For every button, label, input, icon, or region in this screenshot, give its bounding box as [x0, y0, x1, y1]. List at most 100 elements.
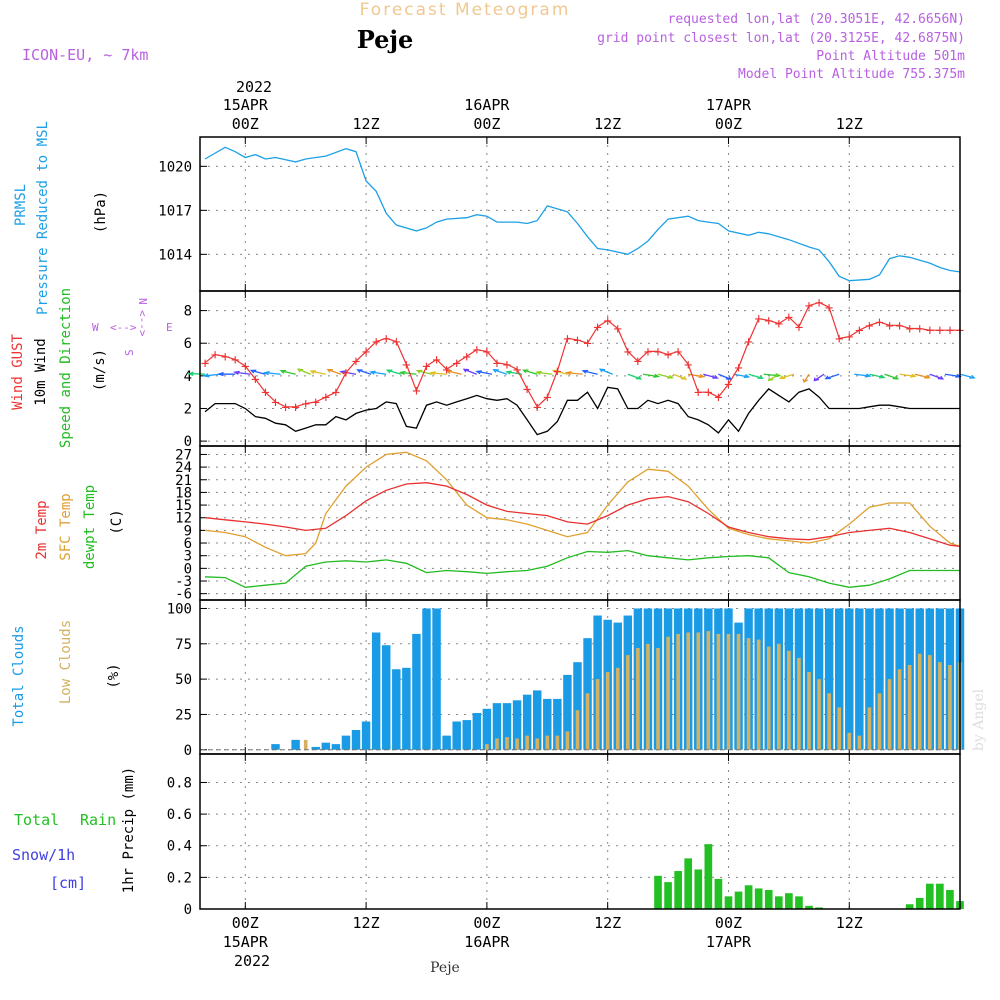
rain-bar	[734, 891, 743, 909]
wind-gust-marker: +	[573, 333, 581, 349]
wind-direction-arrow	[768, 373, 780, 381]
y-tick-label: 75	[175, 637, 192, 653]
y-tick-label: 0	[184, 902, 192, 918]
wind-gust-marker: +	[936, 323, 944, 339]
wind-direction-arrowhead	[910, 373, 917, 378]
wind-direction-arrowhead	[462, 368, 470, 373]
top-date-label: 15APR	[223, 96, 269, 114]
low-clouds-bar	[686, 632, 691, 750]
point-altitude: Point Altitude 501m	[816, 49, 965, 64]
wind-gust-marker: +	[855, 323, 863, 339]
low-clouds-bar	[766, 646, 771, 750]
wind-gust-marker: +	[281, 400, 289, 416]
rain-bar	[674, 871, 682, 909]
rain-bar	[694, 869, 703, 909]
requested-coords: requested lon,lat (20.3051E, 42.6656N)	[668, 12, 965, 27]
bottom-date-label: 16APR	[464, 933, 510, 951]
low-clouds-bar	[787, 650, 791, 750]
wind-direction-arrow	[582, 370, 598, 375]
top-date-label: 17APR	[706, 96, 752, 114]
model-point-altitude: Model Point Altitude 755.375m	[738, 67, 965, 82]
wind-gust-marker: +	[261, 385, 269, 401]
total-clouds-bar	[482, 708, 492, 750]
low-clouds-bar	[676, 633, 680, 750]
wind-gust-marker: +	[946, 323, 954, 339]
total-clouds-bar	[824, 608, 834, 750]
wind-direction-arrowhead	[802, 378, 809, 383]
wind-direction-arrow	[854, 373, 870, 377]
wind-direction-arrow	[357, 369, 372, 375]
wind-direction-arrow	[688, 373, 704, 378]
wind-direction-arrowhead	[712, 374, 719, 379]
total-clouds-bar	[321, 742, 331, 750]
y-tick-label: 0	[184, 561, 192, 577]
total-clouds-bar	[392, 669, 401, 750]
wind-direction-arrow	[553, 369, 568, 375]
y-tick-label: -3	[175, 574, 192, 590]
wind-direction-arrowhead	[326, 368, 333, 373]
low-clouds-bar	[827, 693, 831, 750]
wind-direction-arrowhead	[564, 370, 572, 376]
compass-ew-arrow: <-->	[110, 321, 137, 334]
wind-direction-label: Speed and Direction	[58, 288, 74, 448]
wind-gust-marker: +	[845, 330, 853, 346]
dewpt-label: dewpt Temp	[82, 485, 98, 569]
wind-direction-arrowhead	[369, 370, 376, 375]
total-clouds-bar	[271, 744, 280, 750]
total-rain-label-1: Total	[14, 811, 59, 829]
wind-frame	[199, 290, 961, 447]
pressure-panel: 1014 1017 1020	[158, 137, 961, 291]
bottom-time-label: 00Z	[715, 914, 742, 932]
wind-direction-arrowhead	[505, 370, 512, 375]
wind-gust-marker: +	[221, 349, 229, 365]
wind-gust-marker: +	[614, 322, 622, 338]
wind-direction-arrowhead	[551, 369, 559, 374]
model-label: ICON-EU, ~ 7km	[22, 46, 148, 64]
wind-gust-marker: +	[765, 313, 773, 329]
wind-direction-arrowhead	[667, 374, 674, 379]
low-clouds-bar	[706, 631, 711, 750]
wind-direction-arrow	[400, 371, 417, 375]
wind-direction-arrow	[627, 373, 641, 380]
low-clouds-bar	[907, 664, 912, 750]
wind-direction-arrow	[251, 369, 266, 375]
compass-south: S	[123, 349, 136, 356]
bottom-time-label: 12Z	[594, 914, 621, 932]
temp-unit: (C)	[109, 509, 125, 534]
y-tick-label: 25	[175, 707, 192, 723]
precip-unit: 1hr Precip (mm)	[121, 767, 137, 893]
wind-gust-marker: +	[533, 400, 541, 416]
low-clouds-bar	[716, 633, 721, 750]
bottom-time-label: 12Z	[353, 914, 380, 932]
y-tick-label: 0.6	[167, 807, 192, 823]
wind-gust-marker: +	[926, 323, 934, 339]
wind-direction-arrow	[657, 373, 673, 379]
wind-gust-marker: +	[543, 390, 551, 406]
bottom-time-label: 00Z	[232, 914, 259, 932]
wind-gust-marker: +	[674, 344, 682, 360]
y-tick-label: 1017	[158, 203, 192, 219]
wind-gust-marker: +	[795, 320, 803, 336]
low-clouds-bar	[887, 679, 892, 750]
wind-direction-arrowhead	[445, 369, 453, 374]
wind-direction-arrow	[297, 368, 311, 375]
wind-gust-marker: +	[603, 313, 611, 329]
top-year-label: 2022	[236, 78, 272, 96]
low-clouds-bar	[817, 679, 821, 750]
wind-direction-arrowhead	[635, 375, 643, 380]
low-clouds-bar	[857, 735, 862, 750]
wind-direction-arrowhead	[698, 373, 706, 379]
pressure-unit: (hPa)	[93, 191, 109, 233]
wind-direction-arrowhead	[864, 373, 872, 378]
y-tick-label: 100	[167, 601, 192, 617]
wind-direction-arrowhead	[680, 375, 688, 380]
compass-north: N	[136, 298, 149, 305]
rain-bar	[805, 905, 813, 909]
low-clouds-bar	[646, 643, 650, 750]
wind-direction-arrowhead	[767, 377, 774, 382]
rain-bar	[785, 893, 793, 909]
y-tick-label: 0.4	[167, 839, 192, 855]
y-tick-label: 6	[184, 336, 192, 352]
